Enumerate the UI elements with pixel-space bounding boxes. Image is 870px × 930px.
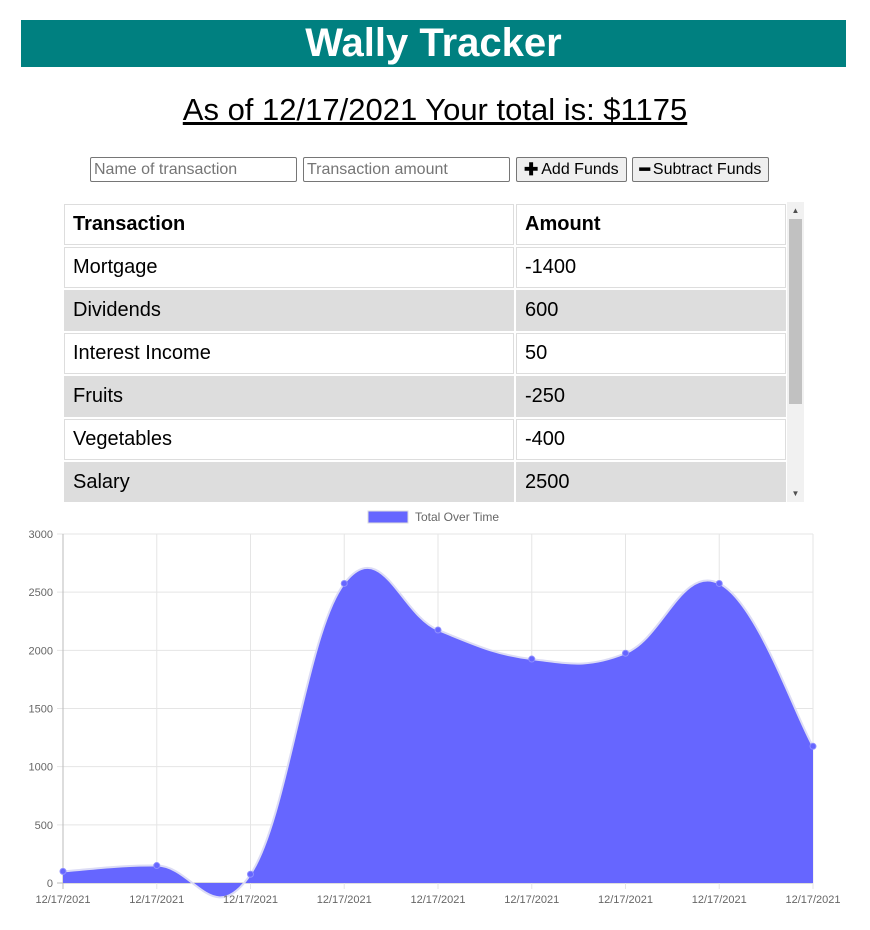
data-point bbox=[340, 579, 348, 587]
chart-area-layer bbox=[62, 566, 814, 899]
data-point bbox=[622, 649, 629, 657]
add-funds-button[interactable]: ✚ Add Funds bbox=[516, 157, 627, 182]
column-header-amount: Amount bbox=[516, 204, 786, 245]
y-tick-label: 500 bbox=[35, 820, 53, 832]
y-tick-label: 1000 bbox=[29, 762, 53, 774]
y-tick-label: 2000 bbox=[29, 645, 53, 657]
data-point bbox=[528, 655, 536, 663]
chart-points bbox=[59, 579, 817, 878]
transaction-name-cell: Dividends bbox=[64, 290, 514, 331]
data-point bbox=[153, 862, 161, 870]
transaction-amount-cell: 50 bbox=[516, 333, 786, 374]
table-scrollbar[interactable]: ▲ ▼ bbox=[787, 202, 804, 502]
table-row: Salary 2500 bbox=[64, 462, 786, 502]
table-row: Dividends 600 bbox=[64, 290, 786, 331]
data-point bbox=[809, 742, 817, 750]
transaction-amount-input[interactable] bbox=[303, 157, 510, 182]
table-row: Interest Income 50 bbox=[64, 333, 786, 374]
table-row: Vegetables -400 bbox=[64, 419, 786, 460]
y-tick-label: 0 bbox=[47, 878, 53, 890]
minus-icon: ━ bbox=[639, 160, 650, 179]
x-tick-label: 12/17/2021 bbox=[692, 894, 747, 906]
total-summary: As of 12/17/2021 Your total is: $1175 bbox=[182, 92, 688, 127]
chart-axes: 0 500 1000 1500 2000 2500 3000 12/17/2021 12/17/… bbox=[29, 529, 841, 906]
total-over-time-chart: 0 500 1000 1500 2000 2500 3000 12/17/2021 12/17/… bbox=[29, 510, 841, 906]
transaction-amount-cell: -400 bbox=[516, 419, 786, 460]
transaction-amount-cell: -250 bbox=[516, 376, 786, 417]
x-tick-label: 12/17/2021 bbox=[317, 894, 372, 906]
data-point bbox=[59, 867, 67, 875]
transaction-amount-cell: 600 bbox=[516, 290, 786, 331]
table-header-row: Transaction Amount bbox=[64, 204, 786, 245]
table-row: Fruits -250 bbox=[64, 376, 786, 417]
series-line bbox=[62, 566, 814, 899]
transaction-table-container: Transaction Amount Mortgage -1400 Divide… bbox=[62, 202, 804, 502]
scroll-up-arrow-icon[interactable]: ▲ bbox=[791, 206, 800, 215]
plus-icon: ✚ bbox=[524, 160, 539, 179]
transaction-name-cell: Fruits bbox=[64, 376, 514, 417]
chart-legend[interactable]: Total Over Time bbox=[367, 510, 499, 524]
x-tick-label: 12/17/2021 bbox=[35, 894, 90, 906]
transaction-form: ✚ Add Funds ━ Subtract Funds bbox=[90, 157, 774, 182]
x-tick-label: 12/17/2021 bbox=[598, 894, 653, 906]
series-area-fill bbox=[63, 567, 813, 898]
add-funds-label: Add Funds bbox=[541, 160, 619, 178]
transaction-amount-cell: -1400 bbox=[516, 247, 786, 288]
y-tick-label: 1500 bbox=[29, 704, 53, 716]
transaction-name-cell: Vegetables bbox=[64, 419, 514, 460]
scroll-down-arrow-icon[interactable]: ▼ bbox=[791, 489, 800, 498]
data-point bbox=[434, 626, 442, 634]
transaction-name-cell: Mortgage bbox=[64, 247, 514, 288]
transaction-name-input[interactable] bbox=[90, 157, 297, 182]
table-row: Mortgage -1400 bbox=[64, 247, 786, 288]
transaction-table: Transaction Amount Mortgage -1400 Divide… bbox=[62, 202, 788, 502]
x-tick-label: 12/17/2021 bbox=[504, 894, 559, 906]
app-header: Wally Tracker bbox=[21, 20, 846, 67]
x-tick-label: 12/17/2021 bbox=[410, 894, 465, 906]
subtract-funds-label: Subtract Funds bbox=[652, 160, 762, 178]
x-tick-label: 12/17/2021 bbox=[129, 894, 184, 906]
transaction-name-cell: Salary bbox=[64, 462, 514, 502]
subtract-funds-button[interactable]: ━ Subtract Funds bbox=[631, 157, 770, 182]
x-tick-label: 12/17/2021 bbox=[785, 894, 840, 906]
y-tick-label: 2500 bbox=[29, 587, 53, 599]
data-point bbox=[715, 579, 723, 587]
legend-label: Total Over Time bbox=[415, 510, 499, 524]
legend-swatch bbox=[367, 510, 409, 524]
column-header-transaction: Transaction bbox=[64, 204, 514, 245]
x-tick-label: 12/17/2021 bbox=[223, 894, 278, 906]
scrollbar-thumb[interactable] bbox=[789, 219, 802, 404]
data-point bbox=[247, 870, 254, 878]
y-tick-label: 3000 bbox=[29, 529, 53, 541]
transaction-amount-cell: 2500 bbox=[516, 462, 786, 502]
app-title: Wally Tracker bbox=[305, 21, 562, 65]
transaction-name-cell: Interest Income bbox=[64, 333, 514, 374]
